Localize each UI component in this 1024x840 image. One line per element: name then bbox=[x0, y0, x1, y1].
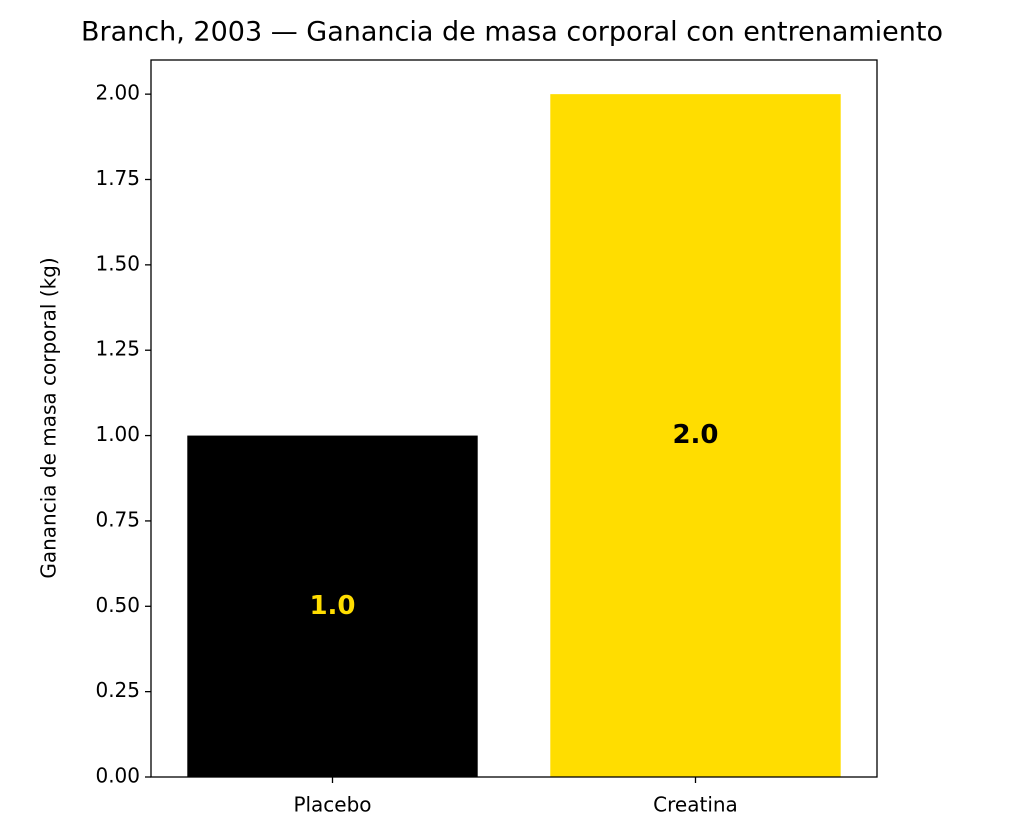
y-tick-label: 0.25 bbox=[95, 678, 140, 702]
y-tick-label: 0.75 bbox=[95, 507, 140, 531]
y-tick-label: 1.50 bbox=[95, 251, 140, 275]
y-axis-label: Ganancia de masa corporal (kg) bbox=[37, 257, 61, 578]
data-label: 1.0 bbox=[309, 591, 355, 621]
x-tick-label: Creatina bbox=[653, 793, 738, 817]
y-tick-label: 1.00 bbox=[95, 422, 140, 446]
y-tick-label: 1.25 bbox=[95, 337, 140, 361]
y-tick-label: 2.00 bbox=[95, 81, 140, 105]
x-tick-label: Placebo bbox=[293, 793, 371, 817]
plot-frame bbox=[150, 59, 878, 778]
data-label: 2.0 bbox=[672, 420, 718, 450]
y-tick-label: 0.50 bbox=[95, 593, 140, 617]
y-tick-label: 0.00 bbox=[95, 764, 140, 788]
y-tick-label: 1.75 bbox=[95, 166, 140, 190]
bar bbox=[550, 94, 841, 777]
bar bbox=[187, 435, 478, 777]
chart-title: Branch, 2003 — Ganancia de masa corporal… bbox=[81, 17, 943, 48]
